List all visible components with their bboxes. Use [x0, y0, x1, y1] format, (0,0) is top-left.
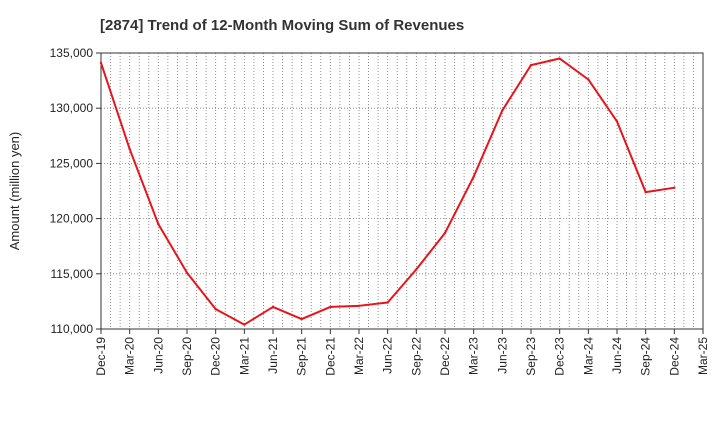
y-axis: 110,000 115,000 120,000 125,000 130,000 135,0… — [50, 46, 101, 336]
data-point — [443, 231, 447, 235]
x-tick-label: Dec-20 — [209, 337, 223, 376]
data-point — [243, 323, 246, 326]
y-tick-label: 115,000 — [51, 267, 94, 281]
x-tick-label: Mar-20 — [123, 337, 137, 375]
data-point — [501, 109, 504, 112]
data-point — [587, 78, 590, 81]
x-tick-label: Mar-23 — [467, 337, 481, 375]
data-point — [329, 305, 332, 309]
data-point — [185, 271, 189, 274]
x-tick-label: Jun-20 — [151, 337, 165, 374]
x-tick-label: Mar-22 — [352, 337, 366, 375]
x-tick-label: Sep-23 — [524, 337, 538, 376]
grid — [101, 53, 703, 329]
x-tick-label: Jun-21 — [266, 337, 280, 374]
y-tick-label: 120,000 — [50, 212, 94, 226]
x-tick-label: Sep-20 — [180, 337, 194, 376]
data-point — [128, 147, 131, 151]
x-tick-label: Sep-24 — [639, 337, 653, 376]
x-tick-label: Mar-21 — [237, 337, 251, 375]
data-point — [529, 63, 533, 67]
data-point — [558, 57, 561, 60]
chart-title: [2874] Trend of 12-Month Moving Sum of R… — [100, 17, 464, 34]
data-point — [615, 120, 619, 123]
data-point — [357, 304, 361, 308]
data-point — [99, 61, 103, 65]
data-point — [386, 301, 389, 304]
y-tick-label: 135,000 — [50, 46, 94, 60]
data-point — [673, 186, 676, 189]
series-layer — [99, 57, 676, 326]
y-tick-label: 110,000 — [51, 322, 94, 336]
x-tick-label: Jun-23 — [495, 337, 509, 374]
x-tick-label: Jun-22 — [381, 337, 395, 374]
x-axis: Dec-19 Mar-20 Jun-20 Sep-20 Dec-20 Mar-21 Jun-… — [94, 329, 710, 376]
y-tick-label: 125,000 — [50, 156, 94, 170]
plot-area — [100, 52, 704, 330]
x-tick-label: Sep-22 — [409, 337, 423, 376]
y-tick-label: 130,000 — [50, 101, 94, 115]
data-point — [300, 317, 303, 321]
x-tick-label: Dec-21 — [323, 337, 337, 376]
x-tick-label: Dec-19 — [94, 337, 108, 376]
x-tick-label: Dec-23 — [553, 337, 567, 376]
data-point — [157, 222, 160, 226]
y-axis-title: Amount (million yen) — [7, 132, 22, 251]
x-tick-label: Dec-24 — [667, 337, 681, 376]
x-tick-label: Dec-22 — [438, 337, 452, 376]
data-point — [472, 175, 475, 178]
x-tick-label: Mar-25 — [696, 337, 710, 375]
x-tick-label: Sep-21 — [295, 337, 309, 376]
data-point — [214, 307, 217, 311]
data-point — [644, 190, 647, 194]
data-point — [271, 305, 275, 309]
x-tick-label: Mar-24 — [581, 337, 595, 375]
data-point — [415, 268, 418, 271]
x-tick-label: Jun-24 — [610, 337, 624, 374]
